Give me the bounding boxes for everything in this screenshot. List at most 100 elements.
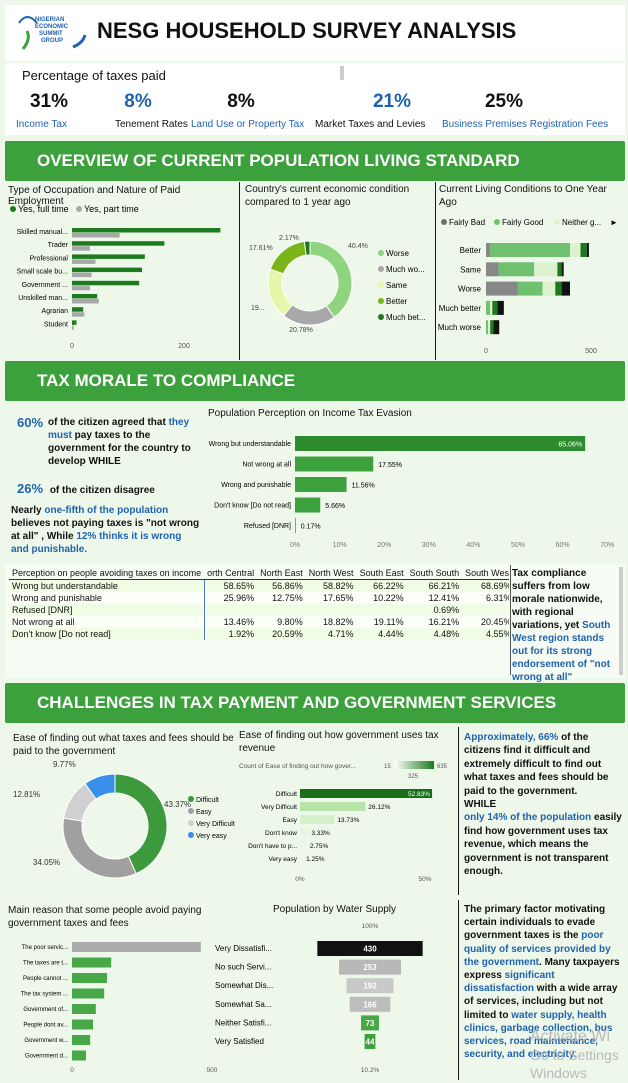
pie-slice <box>309 240 353 318</box>
stacked-bar <box>557 262 562 277</box>
table-cell: 58.65% <box>223 581 255 591</box>
stacked-bar <box>492 300 498 315</box>
category-label: Somewhat Sa... <box>215 1000 271 1009</box>
section-challenges-title: CHALLENGES IN TAX PAYMENT AND GOVERNMENT… <box>37 693 557 712</box>
bar-full-time <box>72 280 140 286</box>
slice-label: 40.4% <box>348 243 368 250</box>
avoid-card: Main reason that some people avoid payin… <box>5 900 235 1080</box>
ease-fees-card: Ease of finding out what taxes and fees … <box>5 727 235 895</box>
challenge-p2a: only 14% of the population <box>464 812 592 824</box>
activation-watermark: Activate Wi Go to Settings Windows <box>530 1028 619 1082</box>
category-label: Very Difficult <box>261 804 297 811</box>
category-label: The poor servic... <box>22 945 69 951</box>
slice-label: 20.78% <box>289 327 313 334</box>
table-header: orth Central <box>204 567 258 580</box>
legend-label: Same <box>386 281 407 290</box>
category-label: Don't know <box>265 830 297 837</box>
tick-label: 0% <box>295 876 305 883</box>
water-title: Population by Water Supply <box>273 904 397 915</box>
watermark-line2: Go to Settings <box>530 1047 619 1063</box>
data-label: 13.73% <box>337 817 359 824</box>
stacked-bar <box>486 320 489 335</box>
table-note-b: South West region stands out for its str… <box>512 620 611 683</box>
bar-full-time <box>72 254 145 259</box>
watermark-line1: Activate Wi <box>530 1028 611 1045</box>
nesg-logo: NIGERIAN ECONOMIC SUMMIT GROUP <box>13 9 95 57</box>
bar <box>300 789 433 798</box>
category-label: No such Servi... <box>215 963 271 972</box>
logo-wordmark: ECONOMIC <box>35 24 69 30</box>
pie-slice <box>303 240 311 256</box>
data-label: 0.17% <box>301 524 321 531</box>
bar <box>72 957 112 968</box>
category-label: People cannot ... <box>23 976 68 982</box>
scroll-thumb[interactable] <box>340 66 344 80</box>
table-cell: 10.22% <box>373 593 404 603</box>
living-card: Current Living Conditions to One Year Ag… <box>436 182 625 360</box>
bar <box>72 1050 86 1061</box>
category-label: Not wrong at all <box>242 462 291 469</box>
stacked-bar <box>517 281 543 296</box>
funnel-bottom-label: 10.2% <box>361 1067 380 1074</box>
logo-icon: NIGERIAN ECONOMIC SUMMIT GROUP <box>18 16 87 50</box>
header: NIGERIAN ECONOMIC SUMMIT GROUP NESG HOUS… <box>5 5 625 61</box>
legend-label: Very Difficult <box>196 821 235 828</box>
table-scrollbar[interactable] <box>619 567 623 675</box>
legend-label: Fairly Good <box>502 218 543 227</box>
category-label: Government w... <box>24 1038 68 1044</box>
category-label: Small scale bu... <box>17 269 68 276</box>
table-cell <box>257 604 306 616</box>
category-label: Neither Satisfi... <box>215 1018 271 1027</box>
bar <box>300 854 304 863</box>
category-label: Worse <box>458 285 482 294</box>
table-cell: 58.82% <box>323 581 354 591</box>
category-label: Agrarian <box>42 308 69 315</box>
table-header: South East <box>356 567 407 580</box>
category-label: People dont av... <box>23 1023 68 1029</box>
slice-label: 12.81% <box>13 790 40 799</box>
table-cell: 25.96% <box>223 593 255 603</box>
kpi-label: Tenement Rates <box>115 119 188 130</box>
living-title: Current Living Conditions to One Year Ag… <box>439 184 607 208</box>
category-label: Very Satisfied <box>215 1037 264 1046</box>
stacked-bar <box>493 320 500 335</box>
living-chart: Fairly Bad Fairly Good Neither g... ► Better… <box>438 218 618 355</box>
table-cell: 1.92% <box>228 629 255 639</box>
tick-label: 0 <box>484 348 488 355</box>
stacked-bar <box>488 320 491 335</box>
ease-revenue-title: Ease of finding out how government uses … <box>239 730 439 754</box>
table-note-a: Tax compliance suffers from low morale n… <box>512 568 603 631</box>
legend-dot <box>378 250 384 256</box>
data-label: 253 <box>363 963 377 972</box>
legend-label: Yes, part time <box>84 204 139 214</box>
logo-wordmark: GROUP <box>41 38 63 44</box>
section-morale: TAX MORALE TO COMPLIANCE <box>5 361 625 401</box>
data-label: 166 <box>363 1000 377 1009</box>
ease-fees-chart: 43.37% Difficult 34.05% Easy 12.81% Very Diff… <box>13 760 235 879</box>
bar <box>300 802 366 811</box>
data-label: 26.12% <box>368 804 390 811</box>
bar <box>72 1019 93 1030</box>
category-label: The tax system ... <box>21 992 69 998</box>
gradient-legend-title: Count of Ease of finding out how gover..… <box>239 763 356 770</box>
economic-chart: 40.4% Worse 20.78% Much wo... 19... Same 17.61… <box>249 235 426 334</box>
table-row: Not wrong at all 13.46% 9.80% 18.82% 19.11% 1… <box>9 616 509 628</box>
tick-label: 40% <box>466 542 480 549</box>
table-cell: 12.75% <box>272 593 303 603</box>
ease-revenue-card: Ease of finding out how government uses … <box>237 727 457 895</box>
bar-part-time <box>72 312 85 317</box>
stacked-bar <box>486 243 491 257</box>
logo-wordmark: NIGERIAN <box>35 17 64 23</box>
bar <box>295 477 347 492</box>
table-header: South South <box>406 567 463 580</box>
divider <box>239 182 240 360</box>
kpi-label: Market Taxes and Levies <box>315 119 426 130</box>
data-label: 65.06% <box>558 442 582 449</box>
pie-slice <box>62 817 137 879</box>
bar <box>295 497 321 513</box>
table-cell: 4.55% <box>485 629 509 639</box>
kpi-value: 25% <box>484 91 524 112</box>
legend-label: Easy <box>196 809 212 816</box>
gradient-bar <box>394 761 434 769</box>
data-label: 2.75% <box>310 843 329 850</box>
